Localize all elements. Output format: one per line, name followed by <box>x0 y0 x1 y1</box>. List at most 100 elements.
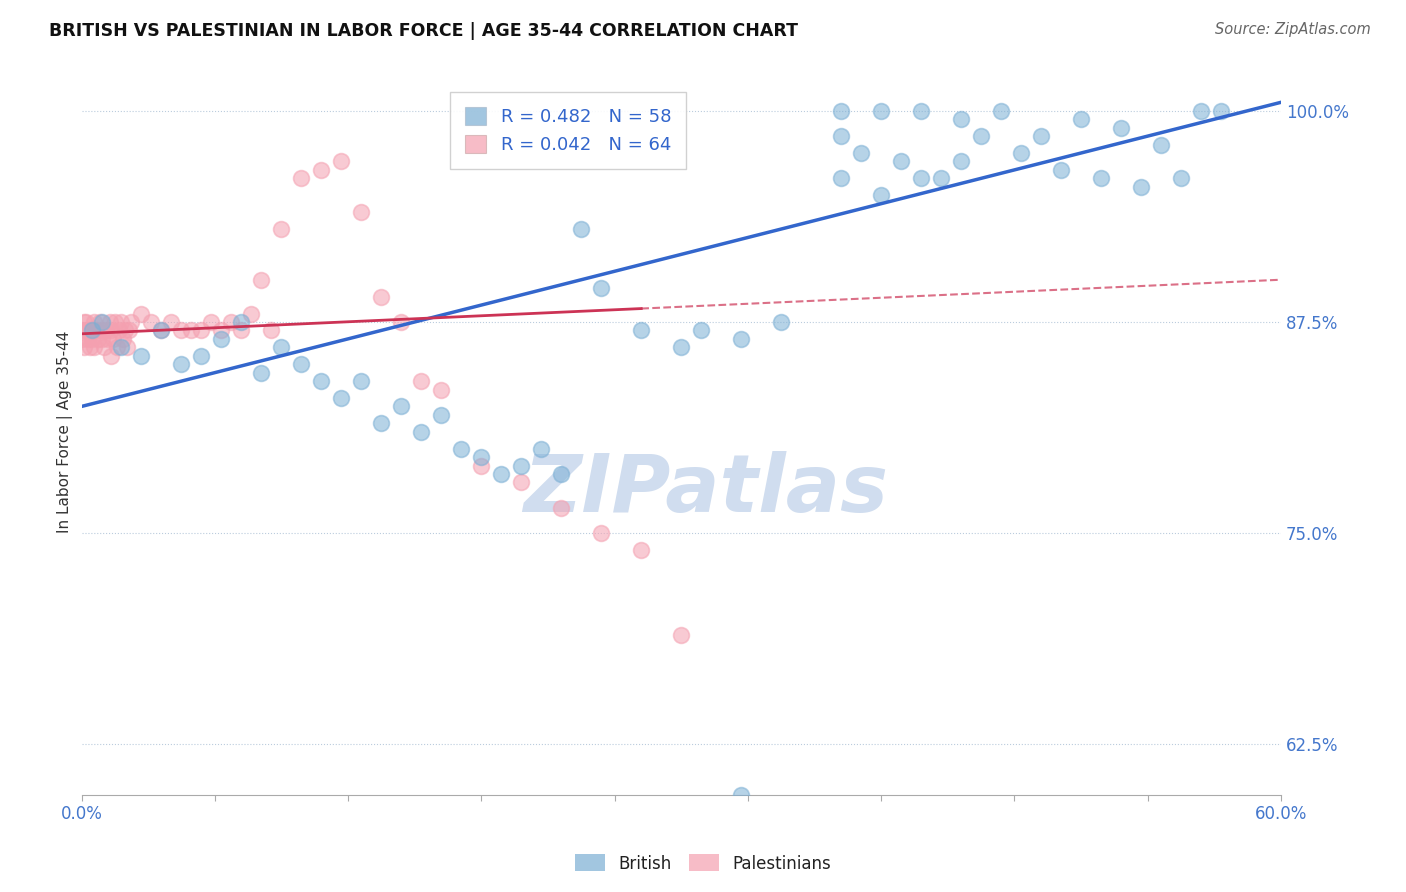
Point <box>170 357 193 371</box>
Point <box>104 315 127 329</box>
Point <box>83 340 105 354</box>
Point <box>70 332 93 346</box>
Point <box>75 315 97 329</box>
Point <box>93 340 115 354</box>
Point <box>311 374 333 388</box>
Point <box>160 315 183 329</box>
Point <box>430 383 453 397</box>
Point <box>890 154 912 169</box>
Point <box>100 349 122 363</box>
Point <box>970 129 993 144</box>
Point <box>117 340 139 354</box>
Point <box>70 323 93 337</box>
Point <box>510 475 533 490</box>
Point <box>950 112 973 127</box>
Point <box>89 315 111 329</box>
Point <box>870 103 893 118</box>
Text: ZIPatlas: ZIPatlas <box>523 451 887 529</box>
Point <box>370 290 392 304</box>
Point <box>211 332 233 346</box>
Point <box>80 323 103 337</box>
Point <box>131 349 153 363</box>
Point <box>1109 120 1132 135</box>
Text: BRITISH VS PALESTINIAN IN LABOR FORCE | AGE 35-44 CORRELATION CHART: BRITISH VS PALESTINIAN IN LABOR FORCE | … <box>49 22 799 40</box>
Point <box>86 332 108 346</box>
Point <box>370 417 392 431</box>
Point <box>141 315 163 329</box>
Point <box>830 103 852 118</box>
Point <box>96 332 118 346</box>
Point <box>1150 137 1173 152</box>
Point <box>430 408 453 422</box>
Point <box>330 391 353 405</box>
Point <box>100 323 122 337</box>
Point <box>90 332 112 346</box>
Point <box>190 323 212 337</box>
Point <box>690 323 713 337</box>
Point <box>80 332 103 346</box>
Point <box>90 323 112 337</box>
Point <box>630 323 652 337</box>
Point <box>470 450 492 464</box>
Point <box>79 323 101 337</box>
Point <box>411 374 433 388</box>
Point <box>200 315 222 329</box>
Point <box>98 315 121 329</box>
Point <box>211 323 233 337</box>
Point <box>90 315 112 329</box>
Point <box>250 366 273 380</box>
Text: Source: ZipAtlas.com: Source: ZipAtlas.com <box>1215 22 1371 37</box>
Point <box>110 315 132 329</box>
Point <box>107 340 129 354</box>
Point <box>260 323 283 337</box>
Point <box>131 306 153 320</box>
Point <box>671 340 693 354</box>
Point <box>240 306 263 320</box>
Point <box>1029 129 1052 144</box>
Point <box>221 315 243 329</box>
Legend: R = 0.482   N = 58, R = 0.042   N = 64: R = 0.482 N = 58, R = 0.042 N = 64 <box>450 92 686 169</box>
Point <box>1090 171 1112 186</box>
Point <box>170 323 193 337</box>
Point <box>770 315 793 329</box>
Point <box>80 323 103 337</box>
Point <box>530 442 553 456</box>
Point <box>72 315 94 329</box>
Point <box>150 323 173 337</box>
Point <box>910 103 932 118</box>
Point <box>231 315 253 329</box>
Point <box>350 374 373 388</box>
Point <box>1070 112 1092 127</box>
Point <box>730 332 752 346</box>
Point <box>929 171 952 186</box>
Point <box>72 340 94 354</box>
Point <box>290 357 312 371</box>
Point <box>591 526 613 541</box>
Point <box>103 332 125 346</box>
Point <box>350 205 373 219</box>
Point <box>114 323 136 337</box>
Point <box>311 162 333 177</box>
Point <box>1189 103 1212 118</box>
Point <box>550 500 572 515</box>
Point <box>870 188 893 202</box>
Point <box>830 171 852 186</box>
Point <box>1170 171 1192 186</box>
Point <box>121 315 143 329</box>
Point <box>330 154 353 169</box>
Point <box>108 323 131 337</box>
Point <box>470 458 492 473</box>
Point <box>110 340 132 354</box>
Point <box>630 543 652 558</box>
Point <box>1050 162 1073 177</box>
Point <box>1130 179 1153 194</box>
Legend: British, Palestinians: British, Palestinians <box>568 847 838 880</box>
Point <box>83 315 105 329</box>
Point <box>569 222 592 236</box>
Point <box>411 425 433 439</box>
Point <box>190 349 212 363</box>
Point <box>510 458 533 473</box>
Point <box>491 467 513 481</box>
Point <box>671 627 693 641</box>
Point <box>180 323 202 337</box>
